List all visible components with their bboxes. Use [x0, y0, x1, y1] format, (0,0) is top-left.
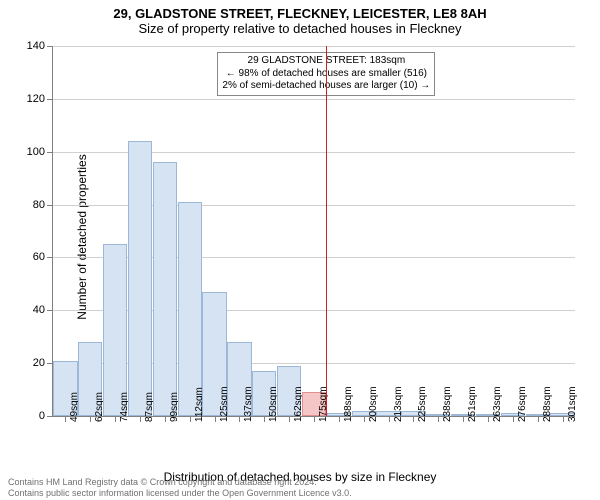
y-tick-label: 0	[39, 410, 53, 422]
x-tick-label: 301sqm	[567, 386, 578, 422]
x-tick	[264, 416, 265, 422]
x-tick-label: 200sqm	[368, 386, 379, 422]
histogram-bar	[178, 202, 202, 416]
y-tick-label: 140	[27, 40, 53, 52]
x-tick	[165, 416, 166, 422]
x-tick	[339, 416, 340, 422]
x-tick	[463, 416, 464, 422]
x-tick	[488, 416, 489, 422]
y-tick-label: 80	[33, 199, 53, 211]
x-tick	[513, 416, 514, 422]
footer-line2: Contains public sector information licen…	[8, 488, 352, 499]
y-tick-label: 60	[33, 251, 53, 263]
marker-line	[326, 46, 327, 416]
x-tick	[140, 416, 141, 422]
x-tick-label: 238sqm	[442, 386, 453, 422]
y-tick-label: 20	[33, 357, 53, 369]
x-tick	[289, 416, 290, 422]
x-tick	[65, 416, 66, 422]
x-tick	[90, 416, 91, 422]
x-tick-label: 251sqm	[467, 386, 478, 422]
histogram-bar	[153, 162, 177, 416]
x-tick	[438, 416, 439, 422]
x-tick-label: 225sqm	[417, 386, 428, 422]
x-tick	[215, 416, 216, 422]
gridline	[53, 46, 575, 47]
x-tick-label: 263sqm	[492, 386, 503, 422]
title-main: 29, GLADSTONE STREET, FLECKNEY, LEICESTE…	[0, 0, 600, 21]
x-tick-label: 276sqm	[517, 386, 528, 422]
footer: Contains HM Land Registry data © Crown c…	[8, 477, 352, 499]
x-tick	[364, 416, 365, 422]
x-tick	[314, 416, 315, 422]
x-tick	[115, 416, 116, 422]
x-tick	[413, 416, 414, 422]
x-tick	[538, 416, 539, 422]
x-tick	[563, 416, 564, 422]
title-sub: Size of property relative to detached ho…	[0, 21, 600, 38]
x-tick	[190, 416, 191, 422]
x-tick	[239, 416, 240, 422]
gridline	[53, 99, 575, 100]
chart-plot-area: 29 GLADSTONE STREET: 183sqm ← 98% of det…	[52, 46, 575, 417]
x-tick-label: 188sqm	[343, 386, 354, 422]
y-tick-label: 120	[27, 93, 53, 105]
x-tick-label: 213sqm	[393, 386, 404, 422]
histogram-bar	[128, 141, 152, 416]
y-tick-label: 100	[27, 146, 53, 158]
y-tick-label: 40	[33, 304, 53, 316]
chart-container: 29, GLADSTONE STREET, FLECKNEY, LEICESTE…	[0, 0, 600, 500]
x-tick	[389, 416, 390, 422]
x-tick-label: 288sqm	[542, 386, 553, 422]
footer-line1: Contains HM Land Registry data © Crown c…	[8, 477, 352, 488]
histogram-bar	[103, 244, 127, 416]
